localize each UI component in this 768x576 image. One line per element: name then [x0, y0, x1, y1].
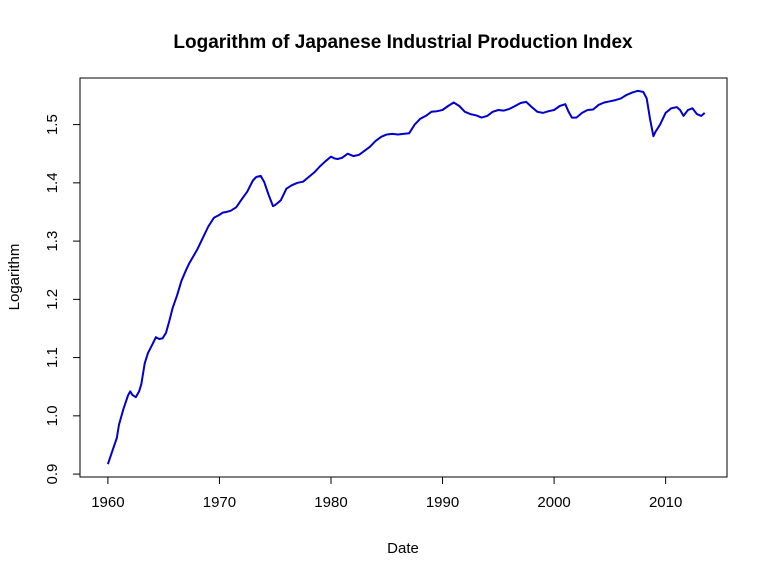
y-tick-label: 1.2: [44, 289, 61, 310]
x-tick-label: 1980: [314, 494, 347, 511]
plot-frame: [79, 77, 728, 478]
x-tick-label: 1970: [203, 494, 236, 511]
y-tick-label: 1.1: [44, 347, 61, 368]
y-tick-label: 1.0: [44, 405, 61, 426]
y-axis: 0.9 1.0 1.1 1.2 1.3 1.4 1.5: [44, 114, 81, 485]
x-axis: 1960 1970 1980 1990 2000 2010: [91, 476, 682, 511]
x-tick-label: 1960: [91, 494, 124, 511]
x-axis-label: Date: [387, 540, 419, 557]
y-tick-label: 1.3: [44, 231, 61, 252]
x-tick-label: 2000: [537, 494, 570, 511]
y-tick-label: 1.5: [44, 114, 61, 135]
chart-title: Logarithm of Japanese Industrial Product…: [173, 32, 633, 53]
x-tick-label: 1990: [426, 494, 459, 511]
y-tick-label: 0.9: [44, 464, 61, 485]
y-tick-label: 1.4: [44, 172, 61, 193]
y-axis-label: Logarithm: [6, 244, 23, 311]
series-line: [106, 89, 706, 465]
x-tick-label: 2010: [649, 494, 682, 511]
